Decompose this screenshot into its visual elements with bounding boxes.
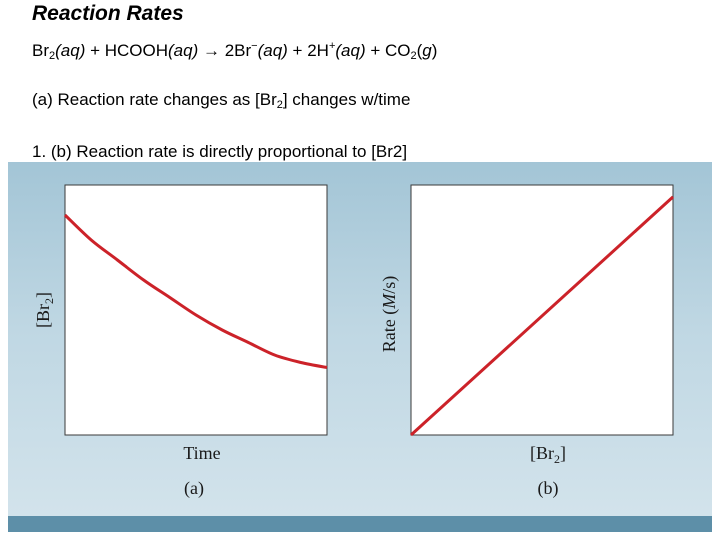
- figure-bottom-bar: [8, 516, 712, 532]
- x-axis-title-b-sub: 2: [554, 452, 560, 466]
- eq-part: ): [431, 41, 438, 60]
- y-axis-title-b-pre: Rate (: [379, 309, 400, 352]
- reaction-equation: Br2(aq) + HCOOH(aq) → 2Br−(aq) + 2H+(aq)…: [32, 40, 438, 62]
- bullet-b: 1. (b) Reaction rate is directly proport…: [32, 142, 408, 161]
- eq-part: (: [416, 41, 423, 60]
- eq-part: → 2Br: [198, 41, 252, 60]
- bullet-a: (a) Reaction rate changes as [Br2] chang…: [32, 90, 411, 111]
- eq-subscript: 2: [49, 50, 56, 62]
- x-axis-title-b: [Br2]: [530, 443, 566, 466]
- x-axis-title-a: Time: [183, 443, 220, 463]
- y-axis-title-b: Rate (M/s): [379, 276, 400, 352]
- plot-area-a: [64, 184, 328, 436]
- eq-subscript: 2: [410, 50, 417, 62]
- bullet-a-subscript: 2: [276, 99, 283, 111]
- series-line-b: [409, 195, 675, 437]
- bullet-a-text: ] changes w/time: [282, 90, 411, 109]
- y-axis-title-b-post: /s): [379, 276, 400, 294]
- series-line-a: [63, 213, 328, 369]
- y-axis-title-a-main: [Br: [33, 304, 53, 328]
- eq-part: + CO: [365, 41, 411, 60]
- eq-part: (aq): [55, 41, 86, 60]
- eq-part: (aq): [335, 41, 366, 60]
- bullet-a-text: (a) Reaction rate changes as [Br: [32, 90, 277, 109]
- eq-part: + 2H: [287, 41, 329, 60]
- y-axis-title-a: [Br2]: [33, 292, 56, 328]
- x-axis-title-b-close: ]: [560, 443, 566, 463]
- x-axis-title-b-main: [Br: [530, 443, 554, 463]
- eq-part: + HCOOH: [85, 41, 169, 60]
- panel-label-a: (a): [184, 478, 204, 499]
- y-axis-title-b-italic: M: [379, 293, 399, 310]
- eq-part: Br: [32, 41, 49, 60]
- y-axis-title-a-sub: 2: [42, 298, 56, 304]
- slide-title: Reaction Rates: [32, 2, 184, 25]
- eq-superscript: −: [251, 40, 258, 52]
- eq-superscript: +: [328, 40, 336, 52]
- y-axis-title-a-close: ]: [33, 292, 53, 298]
- panel-label-b: (b): [538, 478, 559, 499]
- eq-part: (aq): [257, 41, 288, 60]
- eq-part: (aq): [168, 41, 199, 60]
- eq-part: g: [422, 41, 432, 60]
